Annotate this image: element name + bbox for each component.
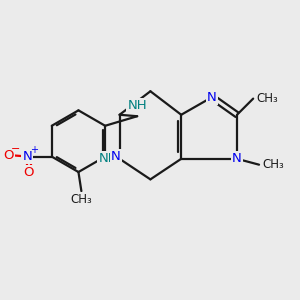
Text: +: +	[30, 145, 38, 155]
Text: −: −	[11, 144, 20, 154]
Text: O: O	[3, 148, 13, 162]
Text: NH: NH	[98, 152, 118, 165]
Text: O: O	[24, 166, 34, 179]
Text: CH₃: CH₃	[70, 193, 92, 206]
Text: CH₃: CH₃	[257, 92, 278, 105]
Text: CH₃: CH₃	[262, 158, 284, 171]
Text: N: N	[111, 150, 121, 163]
Text: NH: NH	[128, 99, 147, 112]
Text: N: N	[207, 91, 217, 103]
Text: N: N	[22, 150, 32, 163]
Text: N: N	[232, 152, 242, 165]
